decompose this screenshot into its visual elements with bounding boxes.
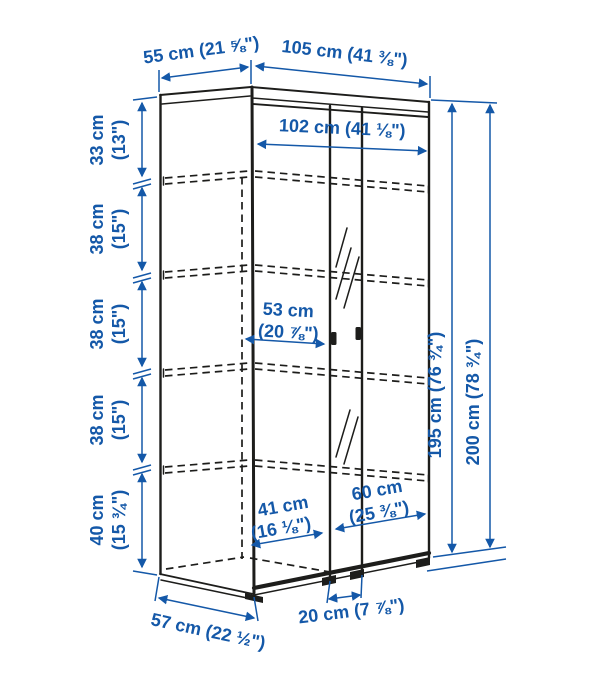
label-interior-width-inch: (20 ⅞") [258, 320, 320, 343]
label-width-inner: 102 cm (41 ⅛") [279, 115, 406, 141]
dimension-height-body: 195 cm (76 ¾") [425, 99, 507, 572]
label-depth-top: 55 cm (21 ⅝") [142, 33, 260, 68]
label-segment-2-inch: (15") [109, 209, 129, 250]
cabinet-base [159, 550, 432, 600]
hidden-shelves [162, 170, 430, 573]
label-segment-4-inch: (15") [109, 400, 129, 441]
right-door-handle-icon [355, 327, 361, 340]
cabinet-drawing [159, 85, 432, 603]
dimension-door-right: 60 cm (25 ⅜") [334, 476, 427, 533]
label-segment-5-cm: 40 cm [87, 494, 107, 545]
dimension-interior-width: 53 cm (20 ⅞") [244, 299, 326, 349]
label-interior-width-cm: 53 cm [262, 299, 314, 322]
label-rail-width: 20 cm (7 ⅞") [297, 595, 405, 628]
label-segment-4-cm: 38 cm [87, 394, 107, 445]
left-door-handle-icon [331, 332, 337, 345]
dimension-depth-base: 57 cm (22 ½") [149, 576, 267, 653]
label-width-top: 105 cm (41 ⅜") [281, 36, 409, 70]
mirror-door-glints [335, 227, 360, 465]
dimension-door-left: 41 cm (16 ⅛") [249, 492, 324, 549]
dimension-left-segments: 33 cm (13") 38 cm (15") 38 cm (15") 38 c… [87, 96, 158, 576]
label-segment-2-cm: 38 cm [87, 203, 107, 254]
label-segment-3-cm: 38 cm [87, 298, 107, 349]
dimension-width-inner: 102 cm (41 ⅛") [256, 115, 428, 156]
door-handles [331, 327, 361, 345]
label-height-total: 200 cm (78 ¾") [463, 339, 483, 466]
label-depth-base: 57 cm (22 ½") [149, 609, 267, 653]
dimension-height-total: 200 cm (78 ¾") [463, 103, 495, 549]
label-segment-1-inch: (13") [109, 120, 129, 161]
label-segment-1-cm: 33 cm [87, 114, 107, 165]
label-height-body: 195 cm (76 ¾") [425, 332, 445, 459]
cabinet-top-face [159, 86, 430, 118]
dimension-depth-top: 55 cm (21 ⅝") [142, 33, 260, 92]
label-segment-5-inch: (15 ¾") [109, 490, 129, 551]
label-segment-3-inch: (15") [109, 304, 129, 345]
